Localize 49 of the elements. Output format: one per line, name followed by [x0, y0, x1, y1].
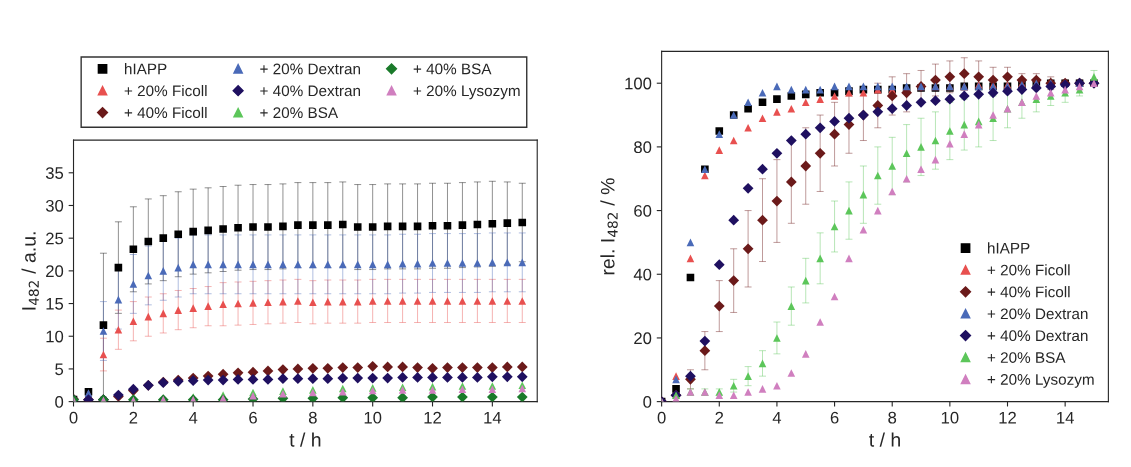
- y-tick-label: 25: [46, 232, 64, 245]
- y-tick-label: 30: [45, 199, 64, 212]
- x-tick-label: 2: [129, 411, 138, 424]
- legend-label: + 20% Dextran: [260, 63, 361, 75]
- x-tick-label: 8: [888, 411, 897, 424]
- x-tick-label: 4: [772, 411, 782, 424]
- legend-label: hIAPP: [124, 63, 167, 75]
- y-tick-label: 100: [625, 77, 652, 90]
- x-tick-label: 8: [308, 411, 317, 424]
- legend-label: + 20% BSA: [260, 107, 339, 119]
- y-tick-label: 0: [55, 396, 64, 408]
- x-tick-label: 4: [188, 411, 198, 424]
- x-tick-label: 10: [941, 411, 959, 424]
- legend-label: + 20% Lysozym: [987, 374, 1094, 388]
- x-tick-label: 0: [69, 411, 78, 424]
- x-tick-label: 12: [999, 411, 1016, 424]
- y-tick-label: 10: [46, 330, 64, 343]
- legend-label: + 20% Ficoll: [124, 85, 207, 97]
- x-tick-label: 6: [830, 411, 839, 424]
- y-tick-label: 20: [46, 265, 64, 278]
- y-tick-label: 5: [55, 363, 64, 376]
- legend-label: hIAPP: [988, 242, 1030, 254]
- y-tick-label: 15: [46, 298, 64, 310]
- x-tick-label: 12: [424, 411, 441, 424]
- y-tick-label: 0: [643, 396, 652, 408]
- y-axis-title: I$_{482}$ / a.u.: [21, 232, 39, 310]
- y-tick-label: 40: [633, 268, 652, 281]
- y-tick-label: 60: [634, 204, 652, 217]
- x-tick-label: 14: [484, 411, 502, 424]
- x-axis-title: t / h: [289, 432, 321, 447]
- legend-label: + 20% Ficoll: [987, 264, 1070, 276]
- legend-label: + 40% BSA: [413, 63, 492, 75]
- x-tick-label: 10: [364, 411, 382, 424]
- y-tick-label: 80: [634, 141, 652, 154]
- legend-label: + 20% Dextran: [987, 308, 1088, 320]
- x-tick-label: 2: [715, 411, 724, 424]
- legend-label: + 20% Lysozym: [413, 85, 520, 100]
- y-tick-label: 20: [634, 332, 652, 345]
- legend-label: + 40% Dextran: [987, 330, 1088, 342]
- x-tick-label: 0: [657, 411, 666, 424]
- x-tick-label: 14: [1057, 411, 1074, 424]
- x-axis-title: t / h: [869, 432, 900, 447]
- x-tick-label: 6: [249, 411, 257, 424]
- legend-label: + 40% Dextran: [260, 85, 361, 97]
- legend-label: + 40% Ficoll: [987, 286, 1070, 298]
- y-tick-label: 35: [45, 167, 64, 179]
- legend-label: + 40% Ficoll: [124, 106, 207, 119]
- y-axis-title: rel. I$_{482}$ / %: [600, 178, 618, 275]
- legend-label: + 20% BSA: [987, 352, 1066, 363]
